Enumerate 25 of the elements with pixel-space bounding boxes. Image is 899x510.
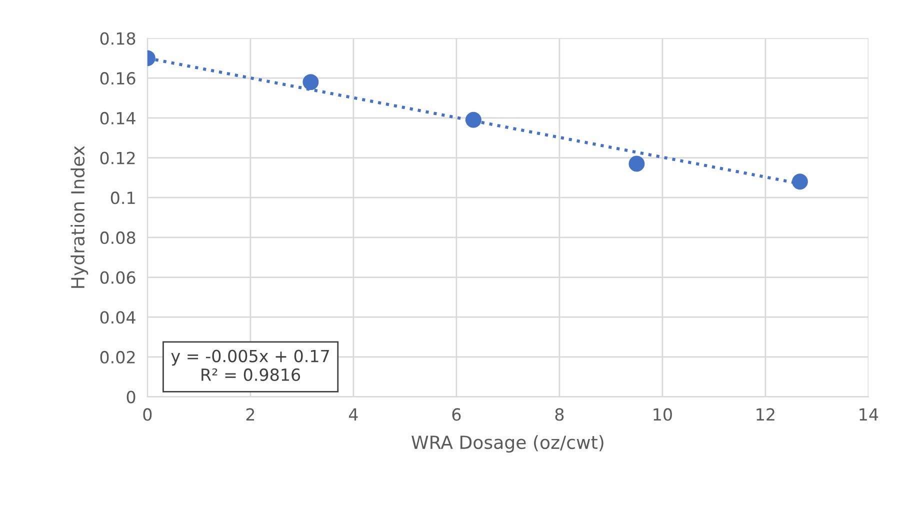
- y-tick-label: 0.18: [100, 32, 136, 45]
- annotation: y = -0.005x + 0.17 R² = 0.9816: [171, 350, 329, 381]
- y-tick-label: 0.06: [100, 271, 136, 284]
- y-tick-label: 0.12: [100, 152, 135, 164]
- y-tick-label: 0.04: [100, 311, 136, 324]
- x-tick-label: 4: [348, 408, 358, 421]
- x-tick-label: 12: [756, 408, 774, 421]
- x-tick-label: 2: [246, 408, 254, 421]
- y-tick-label: 0.16: [100, 72, 136, 85]
- x-axis-title: WRA Dosage (oz/cwt): [412, 435, 604, 453]
- y-tick-label: 0.02: [100, 350, 135, 364]
- x-tick-label: 8: [555, 408, 564, 421]
- x-tick-label: 6: [452, 408, 461, 421]
- y-tick-label: 0: [126, 390, 136, 404]
- x-tick-label: 14: [860, 408, 878, 421]
- x-tick-label: 10: [654, 408, 672, 421]
- y-tick-label: 0.08: [100, 231, 136, 244]
- point: [628, 156, 645, 172]
- x-tick-label: 0: [143, 408, 152, 421]
- point: [465, 112, 482, 128]
- y-tick-label: 0.1: [110, 192, 135, 204]
- point: [792, 174, 808, 190]
- point: [302, 74, 319, 90]
- y-axis-title: Hydration Index: [70, 146, 88, 288]
- y-tick-label: 0.14: [100, 112, 136, 124]
